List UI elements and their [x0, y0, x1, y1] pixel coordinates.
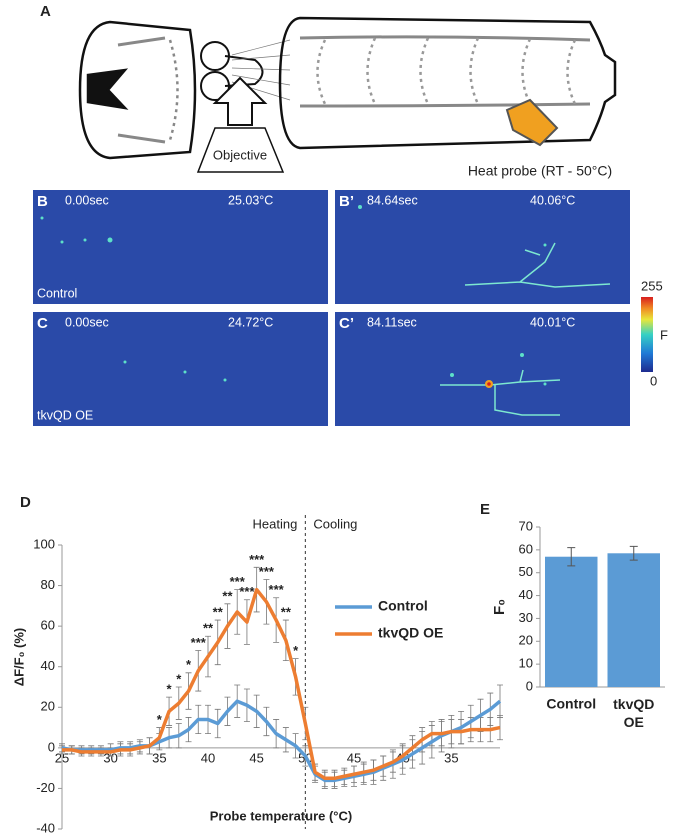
- significance-label: *: [293, 643, 299, 658]
- y-tick-label: 20: [519, 633, 533, 648]
- y-tick-label: 80: [41, 577, 55, 592]
- y-tick-label: 0: [526, 678, 533, 693]
- y-tick-label: 60: [519, 541, 533, 556]
- y-tick-label: 10: [519, 656, 533, 671]
- y-tick-label: 20: [41, 699, 55, 714]
- significance-label: ***: [239, 584, 255, 599]
- significance-label: *: [167, 682, 173, 697]
- y-tick-label: -40: [36, 820, 55, 835]
- micrograph: [335, 312, 630, 426]
- y-tick-label: 100: [33, 536, 55, 551]
- y-axis-label: F₀: [491, 599, 508, 615]
- probe-label: Heat probe (RT - 50°C): [468, 163, 612, 179]
- colorbar: [641, 297, 653, 372]
- y-tick-label: 50: [519, 564, 533, 579]
- y-axis-label: ΔF/F₀ (%): [11, 628, 26, 687]
- larva-diagram: A: [40, 3, 617, 173]
- y-tick-label: -20: [36, 780, 55, 795]
- image-label: B’: [339, 193, 354, 210]
- x-tick-label: 35: [152, 750, 166, 765]
- significance-label: *: [157, 712, 163, 727]
- time-label: 84.11sec: [367, 315, 417, 329]
- y-tick-label: 40: [41, 658, 55, 673]
- y-tick-label: 0: [48, 739, 55, 754]
- x-tick-label: 40: [201, 750, 215, 765]
- significance-label: **: [203, 621, 214, 636]
- significance-label: ***: [259, 564, 275, 579]
- significance-label: *: [186, 657, 192, 672]
- bar: [607, 553, 660, 687]
- y-tick-label: 40: [519, 587, 533, 602]
- genotype-label: Control: [37, 286, 77, 300]
- y-tick-label: 60: [41, 618, 55, 633]
- legend-label: tkvQD OE: [378, 625, 443, 641]
- x-axis-label: Probe temperature (°C): [210, 808, 352, 823]
- x-tick-label: 30: [103, 750, 117, 765]
- colorbar-max: 255: [641, 278, 663, 293]
- x-tick-label: 45: [249, 750, 263, 765]
- panel-label: D: [20, 494, 31, 511]
- colorbar-min: 0: [650, 373, 657, 388]
- phase-label: Heating: [253, 516, 298, 531]
- phase-label: Cooling: [313, 516, 357, 531]
- significance-label: **: [213, 604, 224, 619]
- time-label: 0.00sec: [65, 193, 109, 207]
- micrographs: B 0.00sec 25.03°C Control B’ 84.64sec 40…: [33, 190, 630, 426]
- image-label: C: [37, 315, 48, 332]
- temperature-label: 24.72°C: [228, 315, 273, 329]
- x-tick-label: 45: [347, 750, 361, 765]
- error-bar: [629, 545, 638, 561]
- significance-label: *: [176, 671, 182, 686]
- significance-label: ***: [249, 552, 265, 567]
- series-line: [62, 587, 501, 781]
- legend-label: Control: [378, 598, 428, 614]
- time-label: 0.00sec: [65, 315, 109, 329]
- series-line: [61, 699, 502, 783]
- image-label: B: [37, 193, 48, 210]
- x-tick-label: 35: [444, 750, 458, 765]
- panel-label: E: [480, 501, 490, 518]
- significance-label: ***: [230, 574, 246, 589]
- error-bar: [567, 547, 576, 567]
- x-tick-label: tkvQD OE: [613, 696, 654, 730]
- y-tick-label: 30: [519, 610, 533, 625]
- genotype-label: tkvQD OE: [37, 408, 93, 422]
- significance-label: **: [222, 588, 233, 603]
- micrograph: [33, 312, 328, 426]
- x-tick-label: 25: [55, 750, 69, 765]
- panel-label: A: [40, 3, 51, 20]
- temperature-label: 40.01°C: [530, 315, 575, 329]
- significance-label: **: [281, 604, 292, 619]
- time-label: 84.64sec: [367, 193, 418, 207]
- temperature-label: 25.03°C: [228, 193, 273, 207]
- significance-label: ***: [269, 582, 285, 597]
- significance-label: ***: [191, 635, 207, 650]
- x-tick-label: Control: [546, 696, 596, 712]
- colorbar-title: F: [660, 327, 668, 342]
- bar: [545, 556, 598, 687]
- image-label: C’: [339, 315, 354, 332]
- micrograph: [33, 190, 328, 304]
- y-tick-label: 70: [519, 518, 533, 533]
- objective-label: Objective: [213, 147, 267, 162]
- temperature-label: 40.06°C: [530, 193, 575, 207]
